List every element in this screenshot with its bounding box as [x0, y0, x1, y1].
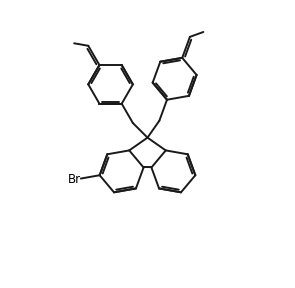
Text: Br: Br: [67, 173, 81, 186]
